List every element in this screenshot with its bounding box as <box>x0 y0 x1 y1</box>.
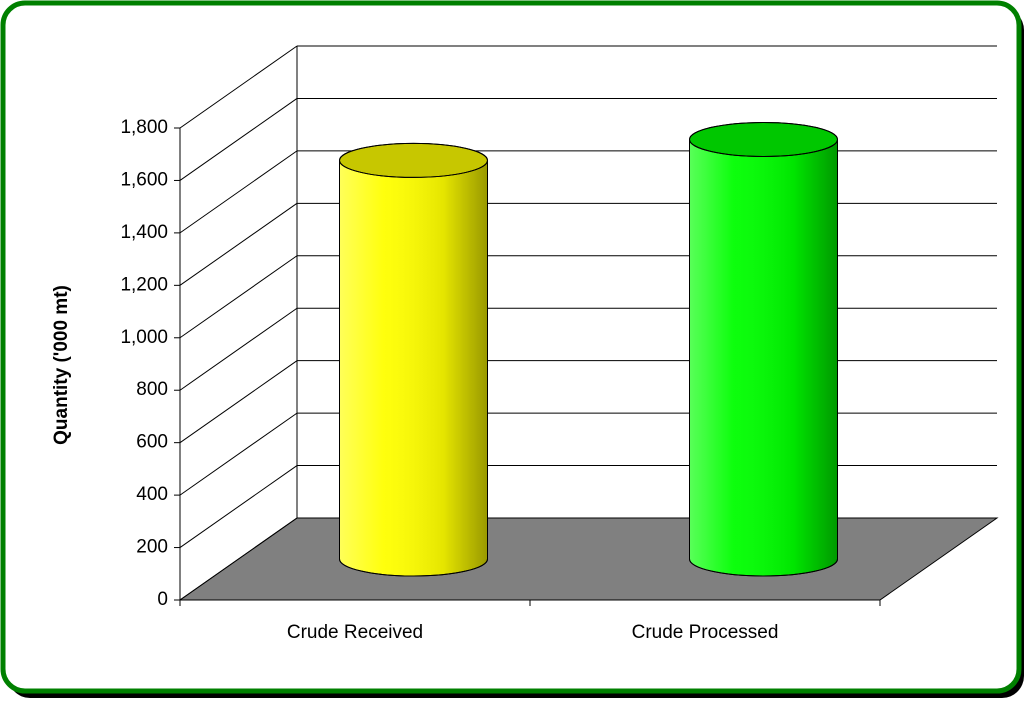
y-tick-label: 1,400 <box>120 222 168 243</box>
x-tick-label: Crude Received <box>287 622 423 643</box>
y-tick-label: 1,600 <box>120 169 168 190</box>
grid-line <box>179 45 298 129</box>
cylinder-shade <box>339 159 488 577</box>
x-tick-label: Crude Processed <box>632 622 779 643</box>
grid-line <box>179 202 298 286</box>
cylinder-top-shade <box>689 121 838 157</box>
cylinder-shade <box>689 138 838 577</box>
grid-line <box>179 465 298 548</box>
floor <box>178 517 999 601</box>
grid-line <box>179 517 298 601</box>
y-axis-title: Quantity ('000 mt) <box>51 285 72 445</box>
cylinder-top-shade <box>339 142 488 178</box>
y-tick-label: 400 <box>136 484 168 505</box>
grid-line <box>179 98 298 181</box>
grid-line <box>179 150 298 234</box>
y-tick-label: 1,000 <box>120 327 168 348</box>
y-tick-label: 200 <box>136 537 168 558</box>
grid-line <box>179 360 298 444</box>
y-tick-label: 1,800 <box>120 117 168 138</box>
y-tick-label: 800 <box>136 379 168 400</box>
grid-line <box>179 255 298 339</box>
y-tick-label: 0 <box>157 589 168 610</box>
grid-line <box>179 412 298 496</box>
grid-line <box>179 307 298 391</box>
y-tick-label: 600 <box>136 432 168 453</box>
y-tick-label: 1,200 <box>120 274 168 295</box>
